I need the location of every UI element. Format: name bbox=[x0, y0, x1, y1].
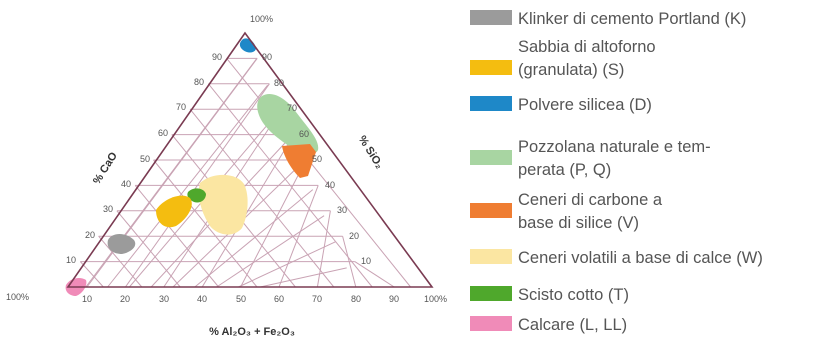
apex-right-label: 100% bbox=[424, 294, 447, 304]
legend-label: Ceneri di carbone a base di silice (V) bbox=[518, 191, 663, 232]
bottom-tick: 90 bbox=[389, 294, 399, 304]
legend-swatch bbox=[470, 286, 512, 301]
legend-swatch bbox=[470, 249, 512, 264]
region-pozzolana-naturale bbox=[257, 93, 319, 154]
region-ceneri-carbone-silice bbox=[282, 144, 316, 178]
left-ticks: 90 80 70 60 50 40 30 20 10 bbox=[66, 52, 222, 265]
legend-label: Calcare (L, LL) bbox=[518, 316, 628, 334]
apex-left-label: 100% bbox=[6, 292, 29, 302]
bottom-tick: 30 bbox=[159, 294, 169, 304]
legend-label: Ceneri volatili a base di calce (W) bbox=[518, 249, 763, 267]
legend-label: Polvere silicea (D) bbox=[518, 96, 652, 114]
right-tick: 10 bbox=[361, 256, 371, 266]
bottom-tick: 70 bbox=[312, 294, 322, 304]
left-tick: 60 bbox=[158, 128, 168, 138]
legend-label: Scisto cotto (T) bbox=[518, 286, 629, 304]
region-sabbia-altoforno bbox=[156, 195, 192, 228]
left-tick: 10 bbox=[66, 255, 76, 265]
right-tick: 80 bbox=[274, 78, 284, 88]
apex-top-label: 100% bbox=[250, 14, 273, 24]
region-scisto-cotto bbox=[187, 188, 206, 203]
ternary-diagram: 90 80 70 60 50 40 30 20 10 90 80 70 60 5… bbox=[6, 14, 447, 338]
triangle-frame bbox=[66, 31, 434, 288]
bottom-tick: 60 bbox=[274, 294, 284, 304]
legend-swatch bbox=[470, 60, 512, 75]
left-tick: 70 bbox=[176, 102, 186, 112]
bottom-tick: 80 bbox=[351, 294, 361, 304]
right-tick: 40 bbox=[325, 180, 335, 190]
legend-swatch bbox=[470, 316, 512, 331]
legend-swatch bbox=[470, 150, 512, 165]
region-ceneri-volatili-calce bbox=[198, 174, 248, 235]
right-tick: 20 bbox=[349, 231, 359, 241]
legend-swatch bbox=[470, 203, 512, 218]
left-tick: 20 bbox=[85, 230, 95, 240]
right-tick: 60 bbox=[299, 129, 309, 139]
region-klinker-portland bbox=[107, 234, 136, 254]
left-tick: 30 bbox=[103, 204, 113, 214]
legend-swatch bbox=[470, 10, 512, 25]
left-tick: 80 bbox=[194, 77, 204, 87]
bottom-tick: 10 bbox=[82, 294, 92, 304]
left-tick: 50 bbox=[140, 154, 150, 164]
bottom-tick: 20 bbox=[120, 294, 130, 304]
bottom-tick: 40 bbox=[197, 294, 207, 304]
right-tick: 90 bbox=[262, 52, 272, 62]
left-tick: 40 bbox=[121, 179, 131, 189]
left-axis-title: % CaO bbox=[91, 150, 120, 187]
legend-label: Sabbia di altoforno (granulata) (S) bbox=[518, 38, 656, 79]
bottom-axis-title: % Al₂O₃ + Fe₂O₃ bbox=[209, 326, 295, 338]
right-ticks: 90 80 70 60 50 40 30 20 10 bbox=[262, 52, 371, 266]
legend-label: Pozzolana naturale e tem-perata (P, Q) bbox=[518, 138, 711, 179]
bottom-ticks: 10 20 30 40 50 60 70 80 90 bbox=[82, 294, 399, 304]
right-tick: 50 bbox=[312, 154, 322, 164]
legend-swatch bbox=[470, 96, 512, 111]
left-tick: 90 bbox=[212, 52, 222, 62]
grid-lines bbox=[79, 57, 411, 288]
bottom-tick: 50 bbox=[236, 294, 246, 304]
right-tick: 70 bbox=[287, 103, 297, 113]
apex-labels: 100% 100% 100% bbox=[6, 14, 447, 304]
right-axis-title: % SiO₂ bbox=[356, 134, 386, 172]
legend-label: Klinker di cemento Portland (K) bbox=[518, 10, 747, 28]
right-tick: 30 bbox=[337, 205, 347, 215]
